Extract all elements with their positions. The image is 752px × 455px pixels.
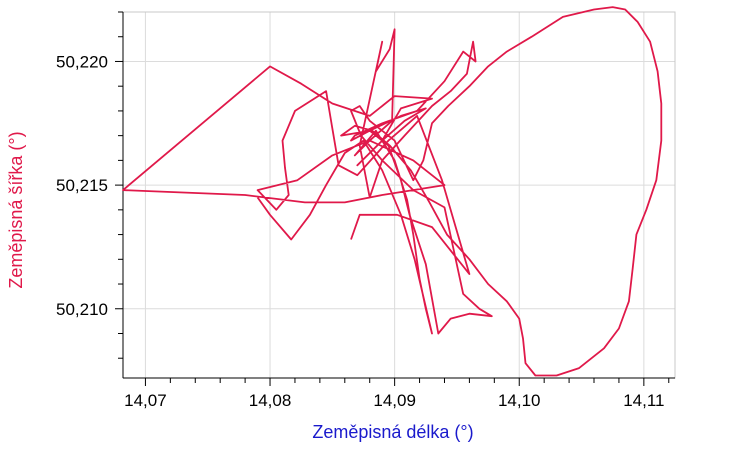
series-line [122, 6, 663, 377]
x-tick-label: 14,10 [498, 391, 541, 410]
y-axis-title: Zeměpisná šířka (°) [6, 131, 26, 288]
y-tick-label: 50,220 [56, 52, 108, 71]
grid [123, 12, 675, 378]
minor-ticks [115, 11, 670, 386]
x-tick-labels: 14,07 14,08 14,09 14,10 14,11 [124, 391, 664, 410]
x-tick-label: 14,08 [249, 391, 292, 410]
y-tick-labels: 50,210 50,215 50,220 [56, 52, 108, 318]
x-axis-title: Zeměpisná délka (°) [312, 422, 473, 442]
y-tick-label: 50,215 [56, 176, 108, 195]
x-tick-label: 14,11 [623, 391, 664, 410]
x-tick-label: 14,09 [373, 391, 416, 410]
plot-area-border [122, 11, 676, 379]
y-tick-label: 50,210 [56, 300, 108, 319]
series-group [122, 6, 663, 377]
x-tick-label: 14,07 [124, 391, 167, 410]
